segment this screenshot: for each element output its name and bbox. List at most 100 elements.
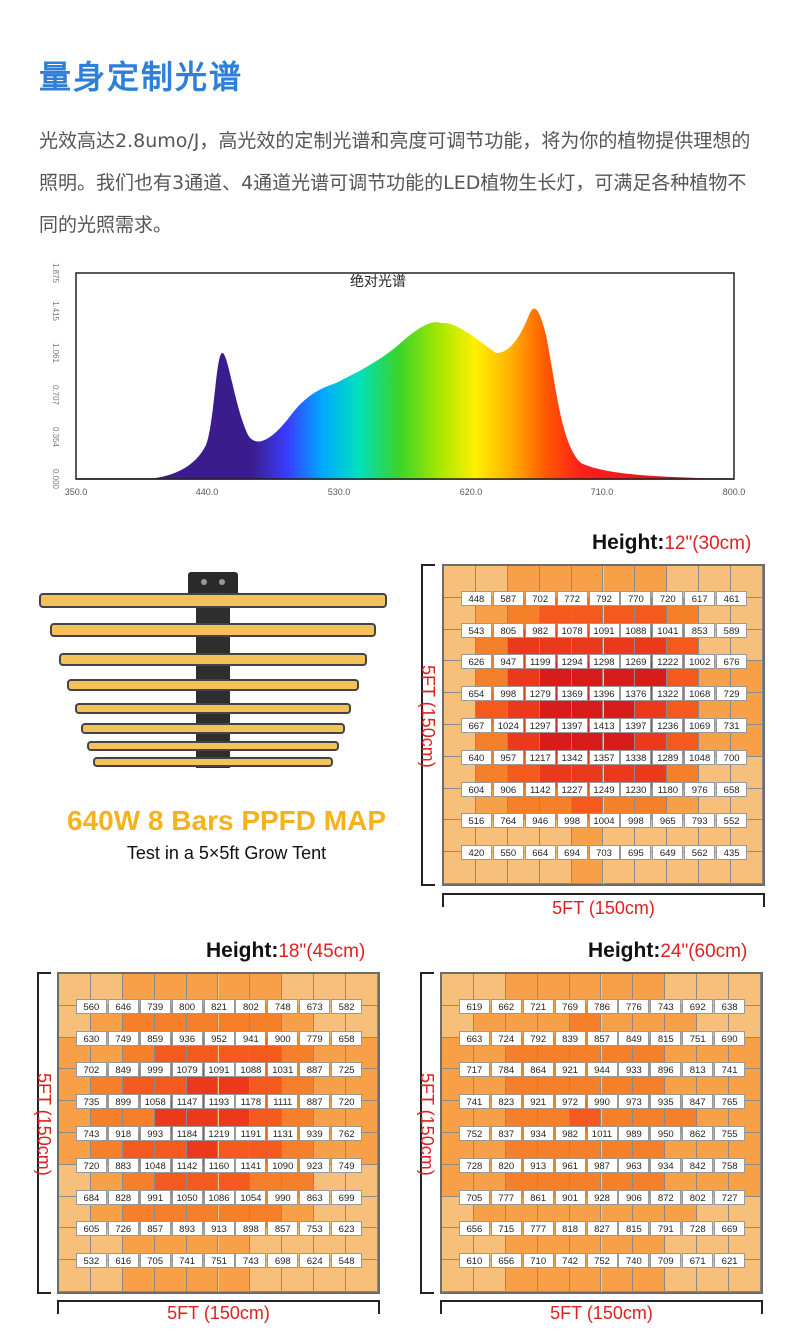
ppfd-value: 1279 (524, 686, 556, 702)
intro-paragraph: 光效高达2.8umo/J，高光效的定制光谱和亮度可调节功能，将为你的植物提供理想… (39, 130, 751, 236)
ppfd-value: 1054 (235, 1189, 267, 1205)
ppfd-value: 861 (522, 1189, 554, 1205)
ppfd-value: 913 (203, 1221, 235, 1237)
height-value: 12"(30cm) (664, 533, 752, 554)
ppfd-value: 779 (299, 1030, 331, 1046)
height-label-prefix: Height: (206, 939, 279, 962)
ppfd-value: 663 (458, 1030, 490, 1046)
page-title: 量身定制光谱 (39, 58, 244, 96)
ppfd-value: 752 (586, 1253, 618, 1269)
x-tick-label: 530.0 (328, 487, 351, 497)
ppfd-value: 749 (331, 1157, 363, 1173)
ppfd-value: 1217 (524, 749, 556, 765)
ppfd-value: 728 (458, 1157, 490, 1173)
ppfd-value: 1297 (524, 718, 556, 733)
dimension-label-bottom: 5FT (150cm) (550, 1303, 653, 1323)
ppfd-value: 823 (490, 1094, 522, 1110)
ppfd-value: 715 (490, 1221, 522, 1237)
ppfd-value: 769 (554, 998, 586, 1014)
ppfd-value: 1294 (556, 654, 588, 670)
ppfd-value: 1338 (620, 749, 652, 765)
ppfd-value: 887 (299, 1094, 331, 1110)
x-tick-label: 710.0 (591, 487, 614, 497)
ppfd-value: 828 (107, 1189, 139, 1205)
ppfd-value: 646 (107, 998, 139, 1014)
ppfd-value: 741 (458, 1094, 490, 1110)
ppfd-value: 717 (458, 1062, 490, 1078)
ppfd-value: 989 (618, 1126, 650, 1141)
ppfd-value: 630 (75, 1030, 107, 1046)
dimension-bracket-bottom (57, 1300, 380, 1314)
ppfd-value: 802 (682, 1189, 714, 1205)
ppfd-value: 1078 (556, 622, 588, 638)
ppfd-value: 764 (492, 813, 524, 829)
x-tick-label: 800.0 (723, 487, 746, 497)
ppfd-value: 552 (716, 813, 748, 829)
ppfd-value: 582 (331, 998, 363, 1014)
ppfd-value: 740 (618, 1253, 650, 1269)
ppfd-value: 1111 (267, 1094, 299, 1110)
ppfd-value: 1298 (588, 654, 620, 670)
height-label-prefix: Height: (588, 939, 661, 962)
ppfd-value: 729 (716, 686, 748, 702)
ppfd-value: 673 (299, 998, 331, 1014)
y-tick-label: 1.875 (51, 263, 60, 284)
ppfd-value: 990 (586, 1094, 618, 1110)
ppfd-value: 950 (650, 1126, 682, 1141)
ppfd-value: 813 (682, 1062, 714, 1078)
ppfd-value: 1397 (556, 718, 588, 733)
x-tick-labels: 350.0 440.0 530.0 620.0 710.0 800.0 (65, 487, 746, 497)
ppfd-value: 1396 (588, 686, 620, 702)
y-tick-label: 0.707 (51, 385, 60, 406)
ppfd-value: 654 (460, 686, 492, 702)
ppfd-value: 1191 (235, 1126, 267, 1141)
ppfd-value: 640 (460, 749, 492, 765)
dimension-bracket-left (37, 972, 51, 1294)
ppfd-value: 709 (650, 1253, 682, 1269)
ppfd-value: 849 (618, 1030, 650, 1046)
ppfd-value: 725 (331, 1062, 363, 1078)
ppfd-value: 982 (554, 1126, 586, 1141)
ppfd-value: 976 (684, 781, 716, 797)
ppfd-value: 1004 (588, 813, 620, 829)
ppfd-value: 1397 (620, 718, 652, 733)
ppfd-value: 1193 (203, 1094, 235, 1110)
ppfd-value: 934 (650, 1157, 682, 1173)
ppfd-value: 1289 (652, 749, 684, 765)
dimension-label-left: 5FT (150cm) (417, 1073, 437, 1176)
x-tick-label: 350.0 (65, 487, 88, 497)
ppfd-value: 751 (682, 1030, 714, 1046)
ppfd-value: 847 (682, 1094, 714, 1110)
ppfd-value: 805 (492, 622, 524, 638)
ppfd-value: 617 (684, 590, 716, 606)
ppfd-value: 772 (556, 590, 588, 606)
x-tick-label: 620.0 (460, 487, 483, 497)
ppfd-value: 1180 (652, 781, 684, 797)
ppfd-value: 724 (490, 1030, 522, 1046)
ppfd-map-title: 640W 8 Bars PPFD MAP (67, 805, 386, 836)
ppfd-value: 1041 (652, 622, 684, 638)
dimension-bracket-left (420, 972, 434, 1294)
ppfd-value: 1079 (171, 1062, 203, 1078)
ppfd-value: 906 (492, 781, 524, 797)
height-label-prefix: Height: (592, 531, 665, 554)
ppfd-value: 883 (107, 1157, 139, 1173)
ppfd-value: 739 (139, 998, 171, 1014)
ppfd-value: 1219 (203, 1126, 235, 1141)
dimension-bracket-bottom (442, 893, 765, 907)
ppfd-value: 1050 (171, 1189, 203, 1205)
ppfd-value: 800 (171, 998, 203, 1014)
light-bars (39, 593, 387, 767)
ppfd-value: 990 (267, 1189, 299, 1205)
ppfd-value: 550 (492, 845, 524, 861)
ppfd-value: 626 (460, 654, 492, 670)
ppfd-value: 435 (716, 845, 748, 861)
ppfd-value: 872 (650, 1189, 682, 1205)
ppfd-value: 560 (75, 998, 107, 1014)
y-tick-label: 0.000 (51, 469, 60, 490)
ppfd-value: 1068 (684, 686, 716, 702)
dimension-label-bottom: 5FT (150cm) (167, 1303, 270, 1323)
ppfd-value: 1002 (684, 654, 716, 670)
ppfd-value: 753 (299, 1221, 331, 1237)
ppfd-value: 728 (682, 1221, 714, 1237)
